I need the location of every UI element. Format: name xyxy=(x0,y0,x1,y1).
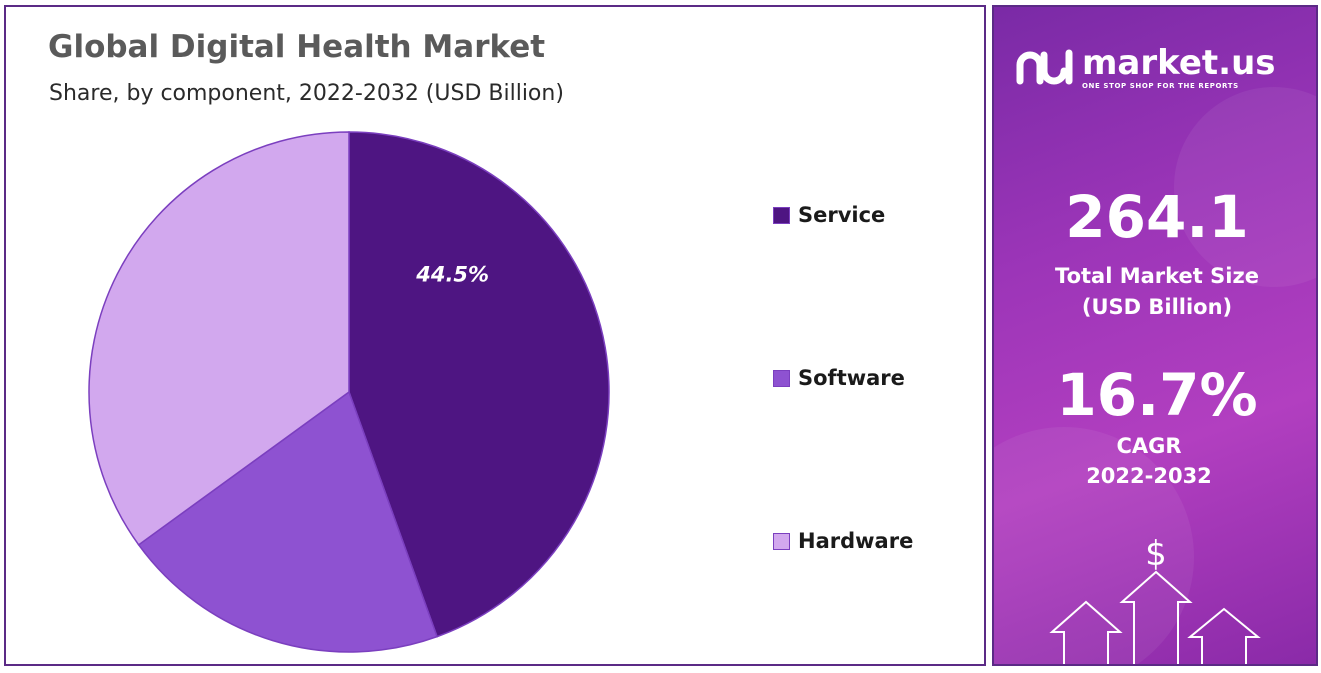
cagr-label-line2: 2022-2032 xyxy=(1086,464,1212,488)
legend-swatch xyxy=(773,532,790,550)
legend-item-hardware: Hardware xyxy=(773,529,913,553)
cagr-label-line1: CAGR xyxy=(1116,434,1182,458)
legend-swatch xyxy=(773,369,790,387)
chart-panel: Global Digital Health Market Share, by c… xyxy=(4,5,986,666)
legend-item-software: Software xyxy=(773,366,905,390)
chart-subtitle: Share, by component, 2022-2032 (USD Bill… xyxy=(49,81,564,106)
summary-panel: market.us ONE STOP SHOP FOR THE REPORTS … xyxy=(992,5,1318,666)
legend-label: Hardware xyxy=(798,529,914,553)
market-size-label-line1: Total Market Size xyxy=(1055,264,1259,288)
legend-label: Service xyxy=(798,203,886,227)
pie-slice-hardware xyxy=(88,131,350,546)
legend-swatch xyxy=(773,206,790,224)
brand-tagline: ONE STOP SHOP FOR THE REPORTS xyxy=(1082,82,1239,90)
data-label-service: 44.5% xyxy=(415,262,489,286)
cagr-value: 16.7% xyxy=(1056,361,1258,429)
chart-title: Global Digital Health Market xyxy=(48,29,546,65)
legend-item-service: Service xyxy=(773,203,885,227)
market-size-label-line2: (USD Billion) xyxy=(1081,295,1233,319)
legend-label: Software xyxy=(798,366,905,390)
market-size-value: 264.1 xyxy=(1065,183,1249,251)
pie-slice-service xyxy=(348,131,610,638)
pie-chart: 44.5% xyxy=(88,131,610,653)
pie-slice-software xyxy=(137,390,439,653)
brand-name: market.us xyxy=(1082,43,1276,83)
growth-arrows-icon: $ xyxy=(1049,534,1261,664)
dollar-icon: $ xyxy=(1145,534,1167,574)
brand-logo: market.us ONE STOP SHOP FOR THE REPORTS xyxy=(1014,45,1276,91)
market-us-logo-icon xyxy=(1016,49,1073,85)
